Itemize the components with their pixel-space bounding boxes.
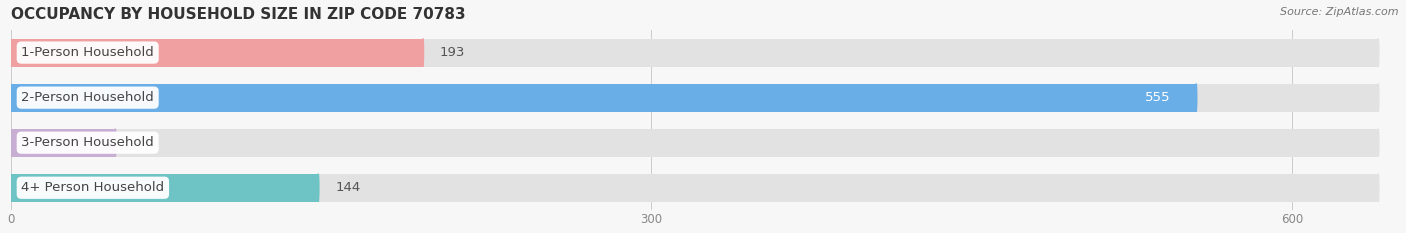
Bar xyxy=(11,129,115,157)
Bar xyxy=(11,174,1378,202)
Text: 193: 193 xyxy=(440,46,465,59)
Text: 3-Person Household: 3-Person Household xyxy=(21,136,155,149)
Bar xyxy=(11,39,1378,67)
Text: 144: 144 xyxy=(335,181,360,194)
Bar xyxy=(11,129,1378,157)
Text: 1-Person Household: 1-Person Household xyxy=(21,46,155,59)
Text: 4+ Person Household: 4+ Person Household xyxy=(21,181,165,194)
Bar xyxy=(11,84,1378,112)
Bar xyxy=(11,84,1197,112)
Text: 555: 555 xyxy=(1144,91,1171,104)
Bar xyxy=(11,174,318,202)
Bar xyxy=(11,39,423,67)
Text: 2-Person Household: 2-Person Household xyxy=(21,91,155,104)
Text: OCCUPANCY BY HOUSEHOLD SIZE IN ZIP CODE 70783: OCCUPANCY BY HOUSEHOLD SIZE IN ZIP CODE … xyxy=(11,7,465,22)
Text: Source: ZipAtlas.com: Source: ZipAtlas.com xyxy=(1281,7,1399,17)
Text: 49: 49 xyxy=(132,136,149,149)
